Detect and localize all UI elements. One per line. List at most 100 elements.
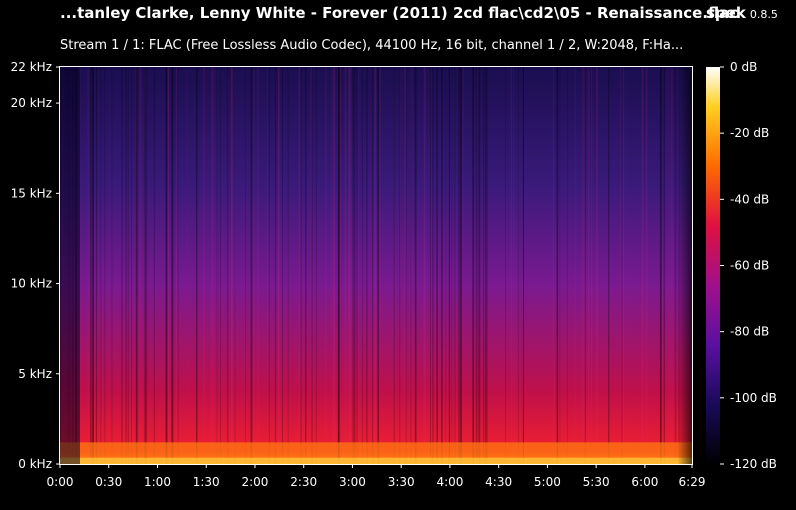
- spectrogram-bass-band: [60, 457, 692, 464]
- spectrogram-streak: [567, 67, 568, 464]
- spectrogram-streak: [250, 67, 253, 464]
- stream-info: Stream 1 / 1: FLAC (Free Lossless Audio …: [60, 38, 684, 53]
- spectrogram-streak: [478, 67, 481, 464]
- y-tick-label: 20 kHz: [11, 96, 52, 110]
- spectrogram-streak: [228, 67, 230, 464]
- spectrogram-streak: [338, 67, 341, 464]
- spectrogram-streak: [311, 67, 312, 464]
- spectrogram-streak: [454, 67, 456, 464]
- spectrogram-streak: [274, 67, 277, 464]
- spectrogram-streak: [186, 67, 188, 464]
- spectrogram-streak: [146, 67, 148, 464]
- spectrogram-streak: [325, 67, 327, 464]
- x-tick-label: 6:00: [631, 475, 658, 489]
- x-tick-label: 3:30: [388, 475, 415, 489]
- colorbar-tick-label: -80 dB: [730, 325, 769, 339]
- spectrogram-streak: [476, 67, 478, 464]
- y-tick-label: 22 kHz: [11, 60, 52, 74]
- spectrogram-streak: [620, 67, 622, 464]
- x-tick-label: 3:00: [339, 475, 366, 489]
- spectrogram-streak: [108, 67, 110, 464]
- spectrogram-streak: [510, 67, 512, 464]
- spectrogram-streak: [348, 67, 350, 464]
- spectrogram-streak: [315, 67, 317, 464]
- spectrogram-streak: [663, 67, 665, 464]
- spectrogram-streak: [553, 67, 554, 464]
- spectrogram-streak: [414, 67, 417, 464]
- spectrogram-streak: [139, 67, 141, 464]
- spectrogram-streak: [559, 67, 561, 464]
- spectrogram-streak: [671, 67, 673, 464]
- spectrogram-streak: [165, 67, 168, 464]
- x-tick-label: 5:00: [534, 475, 561, 489]
- spectrogram-area: [60, 67, 692, 464]
- spectrogram-streak: [513, 67, 514, 464]
- spectrogram-streak: [460, 67, 463, 464]
- x-tick-label: 4:30: [485, 475, 512, 489]
- spectrogram-streak: [196, 67, 198, 464]
- spectrogram-streak: [362, 67, 363, 464]
- spectrogram-streak: [253, 67, 255, 464]
- x-tick-label: 1:30: [193, 475, 220, 489]
- colorbar-axis: 0 dB -20 dB -40 dB -60 dB -80 dB -100 dB -120 …: [720, 60, 777, 471]
- spectrogram-streak: [608, 67, 610, 464]
- spectrogram-streak: [366, 67, 368, 464]
- spectrogram-streak: [282, 67, 283, 464]
- spectrogram-streak: [411, 67, 413, 464]
- spectrogram-streak: [278, 67, 280, 464]
- spectrogram-streak: [212, 67, 213, 464]
- spectrogram-streak: [410, 67, 412, 464]
- spectrogram-streak: [344, 67, 346, 464]
- spectrogram-streak: [356, 67, 358, 464]
- spectrogram-streak: [230, 67, 233, 464]
- spectrogram-streak: [357, 67, 360, 464]
- spectrogram-streak: [177, 67, 179, 464]
- spectrogram-streak: [670, 67, 673, 464]
- spectrogram-streak: [104, 67, 106, 464]
- x-tick-label: 6:29: [679, 475, 706, 489]
- spectrogram-streak: [659, 67, 662, 464]
- spectrogram-streak: [203, 67, 205, 464]
- spectrogram-streak: [287, 67, 289, 464]
- spectrogram-streak: [352, 67, 354, 464]
- spectrogram-streak: [482, 67, 484, 464]
- spectrogram-streak: [216, 67, 218, 464]
- x-tick-label: 2:30: [290, 475, 317, 489]
- spectrogram-streak: [131, 67, 132, 464]
- spectrogram-streak: [472, 67, 474, 464]
- spectrogram-streak: [484, 67, 486, 464]
- spectrogram-streak: [574, 67, 576, 464]
- spectrogram-streak: [621, 67, 623, 464]
- x-tick-label: 2:00: [241, 475, 268, 489]
- y-tick-label: 10 kHz: [11, 277, 52, 291]
- y-axis: 0 kHz 5 kHz 10 kHz 15 kHz 20 kHz 22 kHz: [11, 60, 60, 471]
- spectrogram-streak: [331, 67, 333, 464]
- spectrogram-streak: [404, 67, 406, 464]
- spectrogram-streak: [135, 67, 137, 464]
- spectrogram-streak: [582, 67, 584, 464]
- spectrogram-streak: [167, 67, 169, 464]
- spectrogram-streak: [135, 67, 138, 464]
- spectrogram-streak: [90, 67, 92, 464]
- spectrogram-streak: [667, 67, 669, 464]
- spectrogram-streak: [432, 67, 434, 464]
- spectrogram-streak: [430, 67, 432, 464]
- spectrogram-streak: [674, 67, 677, 464]
- spectrogram-streak: [278, 67, 279, 464]
- spectrogram-streak: [587, 67, 590, 464]
- spectrogram-streak: [353, 67, 356, 464]
- spectrogram-streak: [100, 67, 102, 464]
- spectrogram-streak: [436, 67, 438, 464]
- spectrogram-streak: [92, 67, 94, 464]
- spectrogram-streak: [556, 67, 559, 464]
- spectrogram-fade-right: [677, 67, 692, 464]
- spectrogram-streak: [210, 67, 212, 464]
- spectrogram-streak: [377, 67, 380, 464]
- spectrogram-streak: [176, 67, 177, 464]
- spectrogram-streak: [459, 67, 462, 464]
- spectrogram-streak: [399, 67, 401, 464]
- spectrogram-streak: [399, 67, 402, 464]
- spectrogram-streak: [405, 67, 407, 464]
- spectrogram-streak: [430, 67, 431, 464]
